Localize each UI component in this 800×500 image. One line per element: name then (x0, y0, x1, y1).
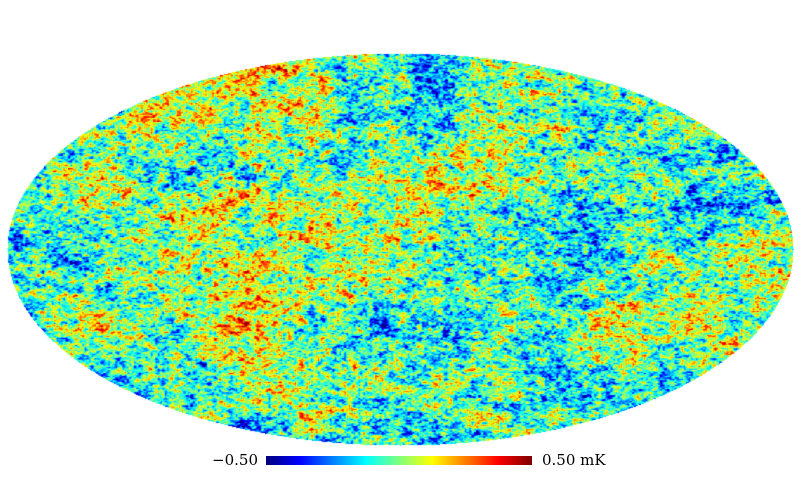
colorbar: −0.50 0.50 mK (0, 449, 800, 473)
colorbar-max-label: 0.50 mK (542, 451, 606, 469)
colorbar-min-label: −0.50 (212, 451, 258, 469)
colorbar-gradient (266, 456, 532, 465)
